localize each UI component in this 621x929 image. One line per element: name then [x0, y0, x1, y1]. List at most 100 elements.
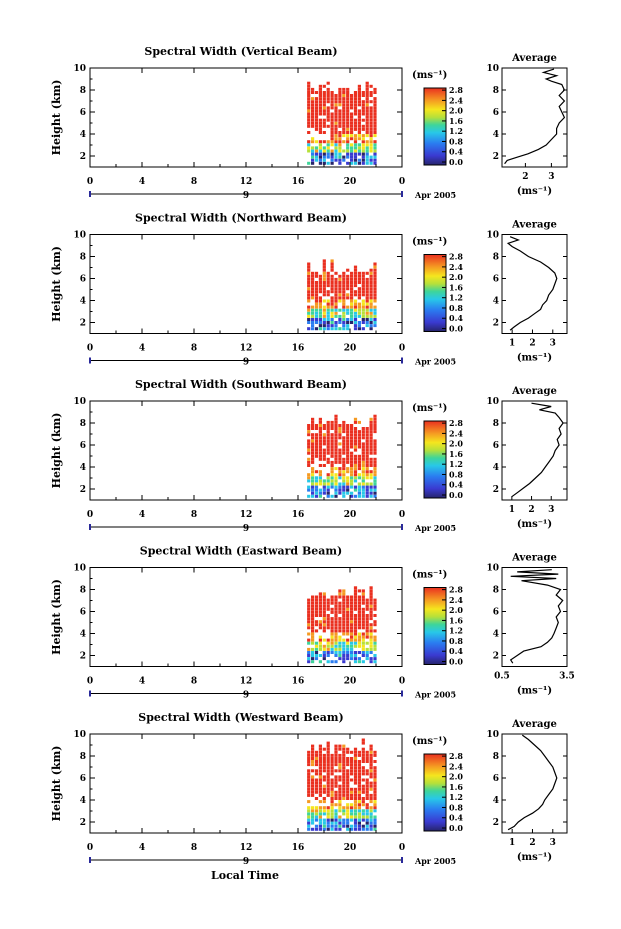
average-y-tick-label: 4 [493, 297, 499, 307]
heatmap-cell [361, 757, 365, 760]
heatmap-cell [326, 473, 330, 477]
heatmap-cell [322, 146, 326, 150]
heatmap-cell [342, 420, 346, 424]
heatmap-cell [346, 607, 350, 611]
heatmap-cell [326, 824, 330, 828]
heatmap-cell [361, 760, 365, 763]
heatmap-cell [346, 632, 350, 636]
heatmap-cell [353, 757, 358, 760]
heatmap-cell [357, 604, 361, 608]
heatmap-cell [318, 420, 322, 424]
heatmap-cell [338, 827, 342, 831]
heatmap-cell [342, 778, 346, 782]
heatmap-cell [350, 124, 354, 128]
colorbar-tick-label: 1.2 [449, 293, 463, 303]
heatmap-cell [311, 460, 315, 464]
heatmap-cell [369, 445, 373, 449]
heatmap-cell [361, 772, 365, 776]
heatmap-cell [322, 824, 326, 828]
heatmap-cell [334, 617, 338, 621]
heatmap-cell [353, 485, 358, 489]
heatmap-cell [346, 137, 350, 141]
heatmap-cell [314, 290, 319, 294]
heatmap-cell [330, 647, 334, 651]
heatmap-cell [342, 617, 346, 621]
heatmap-cell [365, 464, 369, 467]
y-tick-label: 2 [80, 818, 86, 828]
heatmap-cell [342, 314, 346, 318]
x-tick-label: 0 [87, 177, 93, 187]
heatmap-cell [346, 140, 350, 144]
heatmap-cell [314, 158, 319, 162]
heatmap-cell [342, 793, 346, 797]
heatmap-cell [314, 109, 319, 113]
heatmap-cell [322, 112, 326, 116]
heatmap-cell [311, 604, 315, 608]
heatmap-cell [307, 750, 311, 754]
heatmap-cell [342, 445, 346, 449]
heatmap-cell [353, 290, 358, 294]
heatmap-cell [357, 657, 361, 661]
heatmap-cell [357, 137, 361, 141]
heatmap-cell [369, 485, 373, 489]
heatmap-cell [373, 614, 377, 617]
heatmap-cell [365, 657, 369, 661]
heatmap-cell [318, 302, 322, 306]
heatmap-cell [353, 158, 358, 162]
heatmap-cell [350, 651, 354, 654]
heatmap-cell [361, 271, 365, 275]
heatmap-cell [357, 610, 361, 614]
heatmap-cell [318, 112, 322, 116]
heatmap-cell [338, 293, 342, 297]
heatmap-cell [357, 124, 361, 128]
heatmap-cell [353, 626, 358, 630]
heatmap-cell [314, 763, 319, 767]
heatmap-cell [357, 760, 361, 763]
heatmap-cell [373, 473, 377, 477]
heatmap-cell [353, 161, 358, 165]
heatmap-cell [373, 127, 377, 131]
colorbar-tick-label: 1.6 [449, 449, 463, 459]
average-frame [501, 567, 568, 667]
heatmap-cell [314, 623, 319, 627]
heatmap-cell [361, 592, 365, 596]
heatmap-cell [342, 464, 346, 467]
heatmap-cell [307, 607, 311, 611]
heatmap-cell [350, 318, 354, 321]
heatmap-cell [361, 152, 365, 156]
heatmap-cell [311, 118, 315, 122]
heatmap-cell [330, 793, 334, 797]
colorbar-tick-label: 1.2 [449, 626, 463, 636]
heatmap-cell [330, 100, 334, 104]
heatmap-cell [353, 604, 358, 608]
heatmap-cell [311, 277, 315, 281]
heatmap-cell [365, 100, 369, 104]
heatmap-cell [350, 793, 354, 797]
heatmap-cell [365, 647, 369, 651]
heatmap-cell [357, 589, 361, 593]
heatmap-cell [334, 327, 338, 331]
heatmap-cell [373, 623, 377, 627]
heatmap-cell [318, 644, 322, 648]
heatmap-cell [318, 592, 322, 596]
y-tick-label: 6 [80, 608, 86, 618]
heatmap-cell [318, 445, 322, 449]
heatmap-cell [342, 491, 346, 495]
heatmap-cell [307, 457, 311, 461]
heatmap-cell [365, 284, 369, 288]
heatmap-cell [311, 629, 315, 633]
heatmap-cell [307, 654, 311, 657]
heatmap-cell [346, 155, 350, 159]
heatmap-cell [350, 460, 354, 464]
heatmap-cell [342, 467, 346, 471]
heatmap-cell [326, 626, 330, 630]
heatmap-cell [373, 109, 377, 113]
heatmap-cell [334, 424, 338, 427]
heatmap-cell [365, 293, 369, 297]
heatmap-cell [353, 457, 358, 461]
heatmap-cell [357, 623, 361, 627]
heatmap-cell [326, 815, 330, 819]
heatmap-cell [318, 87, 322, 91]
heatmap-cell [330, 626, 334, 630]
heatmap-cell [326, 109, 330, 113]
